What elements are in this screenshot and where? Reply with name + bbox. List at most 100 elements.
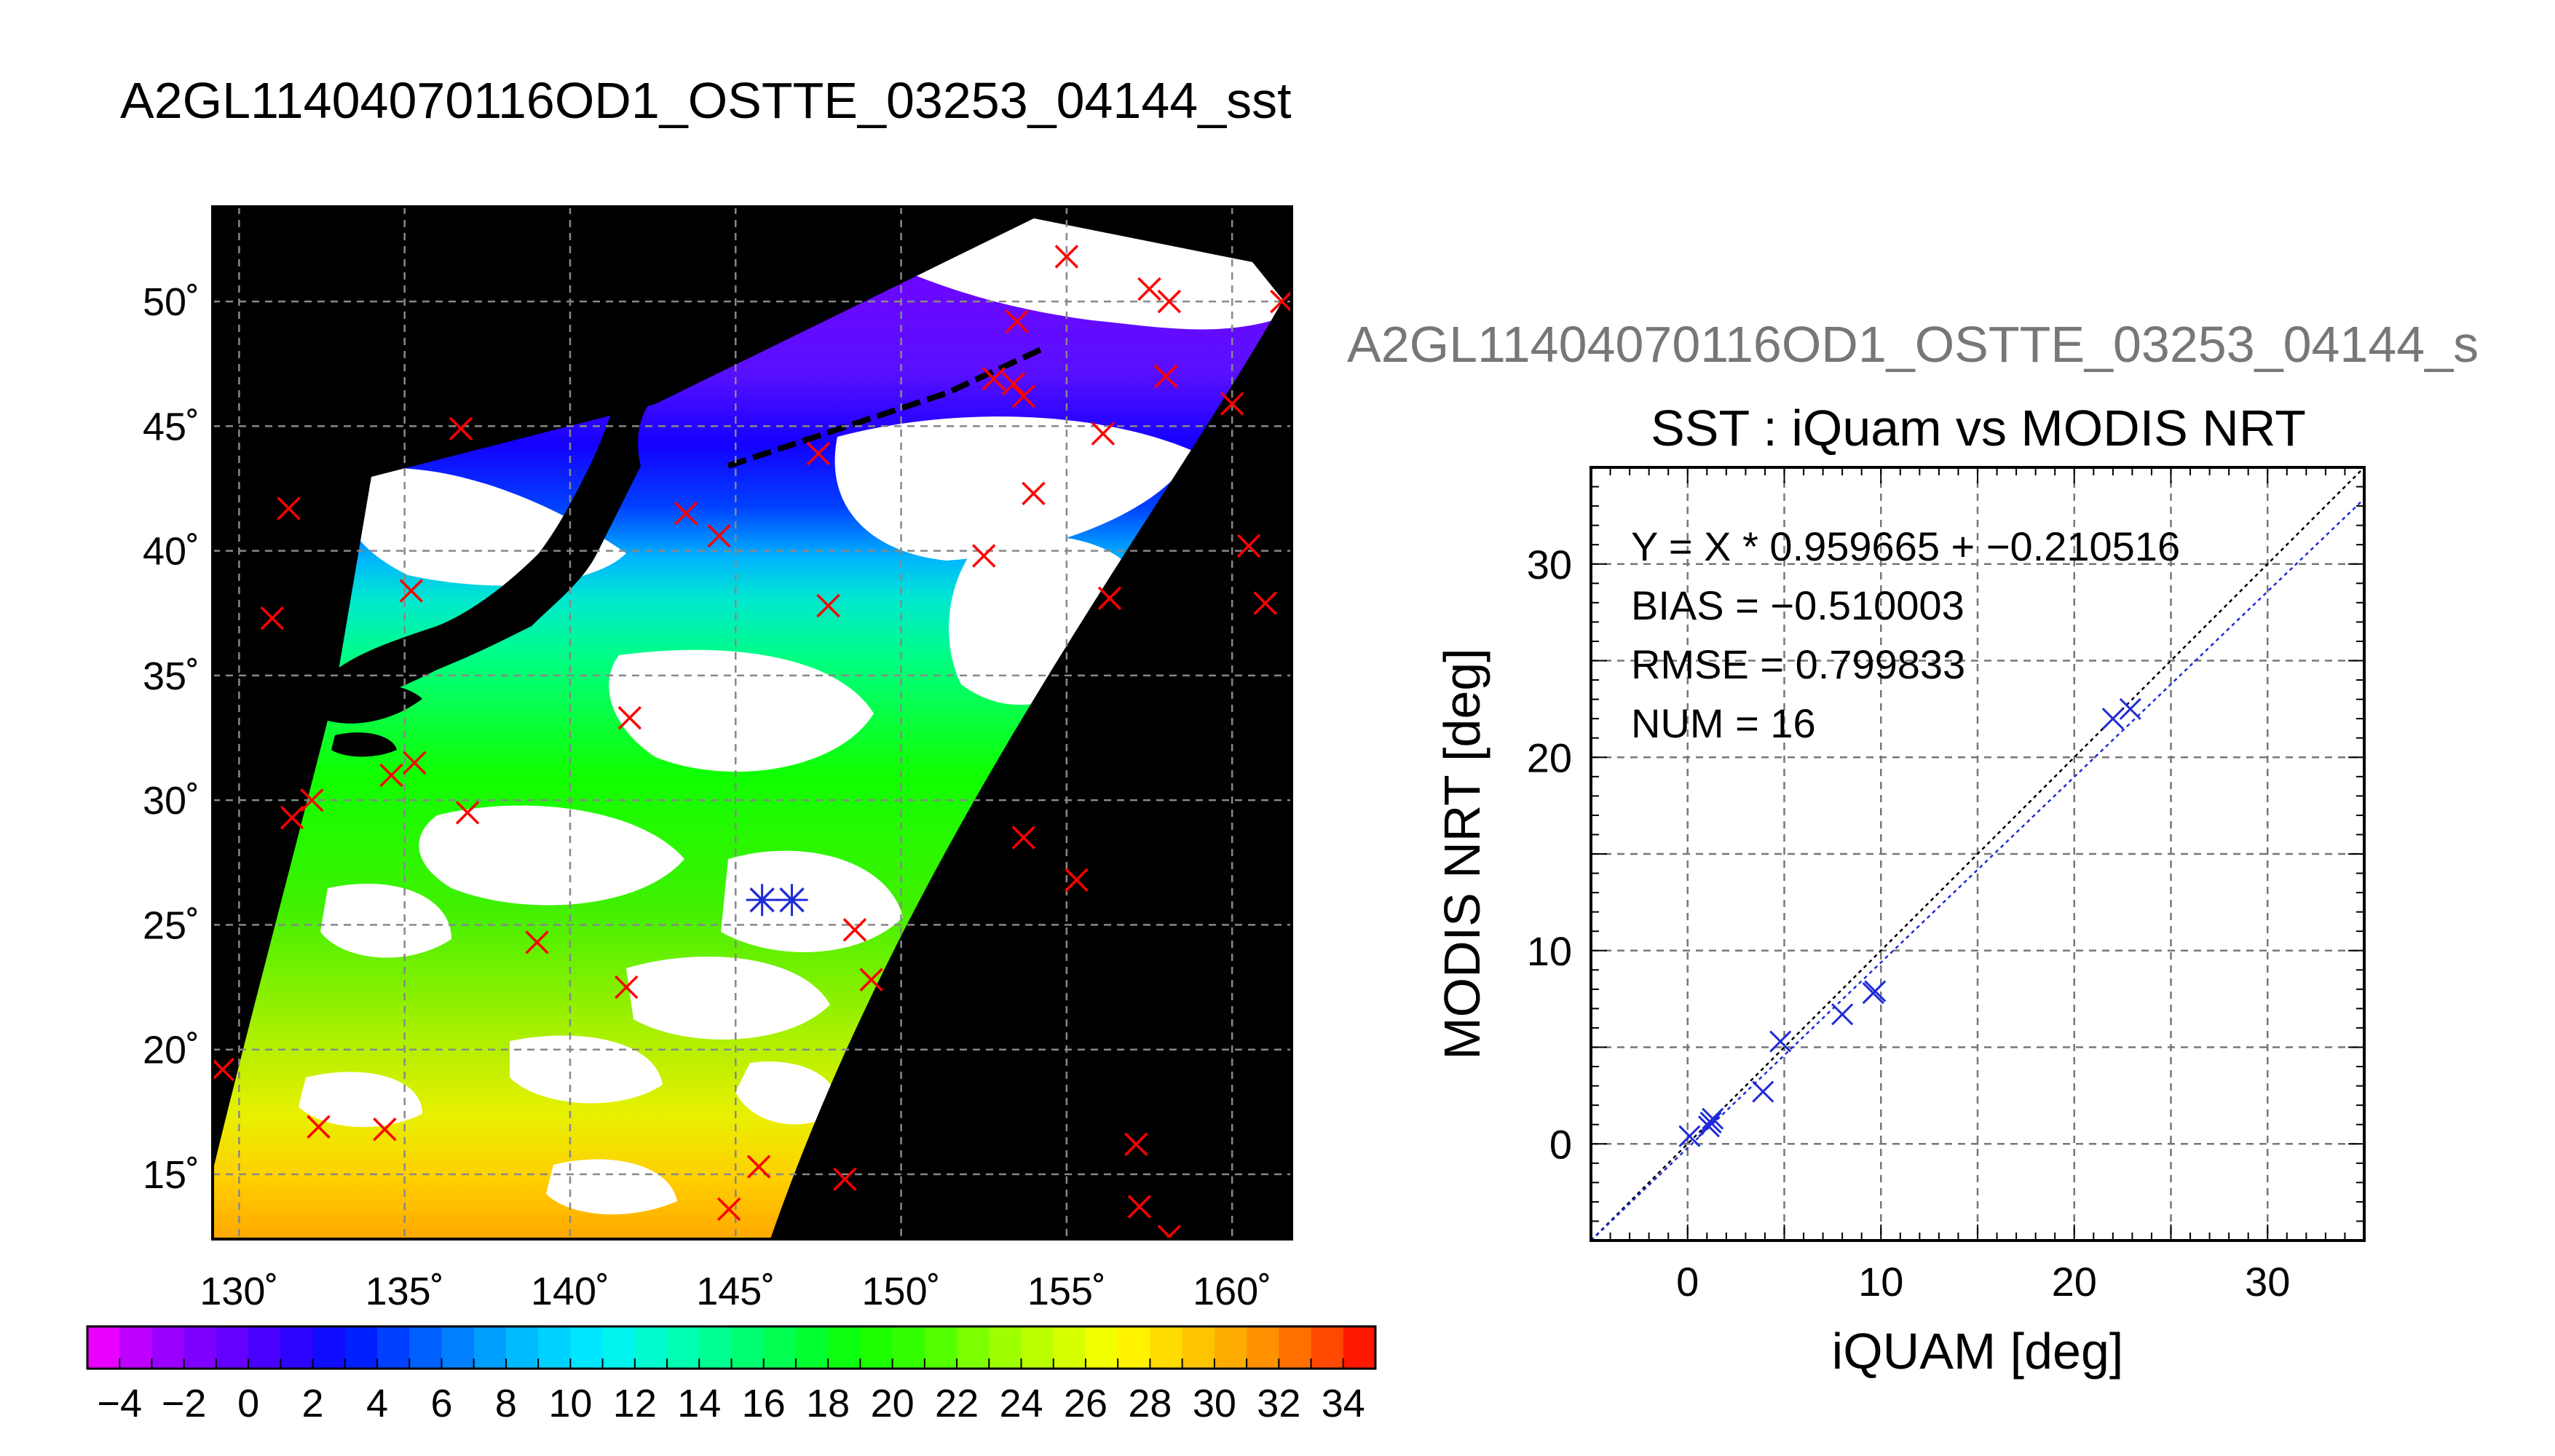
- scatter-point: [1769, 1030, 1792, 1053]
- colorbar-cell: [409, 1326, 442, 1369]
- unmatched-buoy-marker: [403, 751, 427, 775]
- scatter-point: [1864, 980, 1887, 1002]
- scatter-point: [2101, 708, 2124, 730]
- scatter-x-axis-label: iQUAM [deg]: [1832, 1323, 2124, 1380]
- unmatched-buoy-marker: [617, 705, 642, 730]
- unmatched-buoy-marker: [716, 1197, 741, 1222]
- page-title: A2GL11404070116OD1_OSTTE_03253_04144_sst: [120, 72, 1292, 129]
- colorbar-cell: [1311, 1326, 1344, 1369]
- scatter-point: [1678, 1125, 1701, 1147]
- map-lat-tick-label: 25˚: [143, 903, 200, 947]
- unmatched-buoy-marker: [1065, 868, 1089, 893]
- colorbar-cell: [1150, 1326, 1183, 1369]
- colorbar-tick-label: 22: [935, 1382, 979, 1425]
- colorbar-cell: [344, 1326, 378, 1369]
- scatter-y-tick-label: 30: [1527, 542, 1572, 587]
- unmatched-buoy-marker: [455, 801, 480, 825]
- colorbar-cell: [377, 1326, 410, 1369]
- unmatched-buoy-marker: [1124, 1132, 1148, 1157]
- colorbar-cell: [1279, 1326, 1312, 1369]
- scatter-y-axis-label: MODIS NRT [deg]: [1434, 648, 1490, 1059]
- matched-buoy-marker: [746, 884, 778, 917]
- colorbar-tick-label: −2: [162, 1382, 207, 1425]
- unmatched-buoy-marker: [707, 523, 731, 548]
- colorbar-cell: [216, 1326, 249, 1369]
- scatter-point: [1702, 1107, 1724, 1130]
- unmatched-buoy-marker: [806, 441, 831, 466]
- colorbar-tick-label: 12: [613, 1382, 657, 1425]
- unmatched-buoy-marker: [816, 593, 840, 618]
- scatter-panel: SST : iQuam vs MODIS NRT 0 10 20 300102030 …: [1434, 400, 2366, 1380]
- scatter-point: [1752, 1080, 1774, 1103]
- scatter-point: [1831, 1003, 1854, 1026]
- unmatched-buoy-marker: [1220, 392, 1244, 416]
- colorbar-cell: [312, 1326, 346, 1369]
- colorbar-tick-label: 14: [677, 1382, 721, 1425]
- colorbar-tick-label: 34: [1322, 1382, 1365, 1425]
- colorbar-cell: [87, 1326, 120, 1369]
- colorbar-cell: [667, 1326, 700, 1369]
- unmatched-buoy-marker: [1001, 371, 1026, 396]
- unmatched-buoy-marker: [859, 968, 883, 992]
- map-lat-tick-label: 15˚: [143, 1153, 200, 1197]
- map-lat-tick-label: 35˚: [143, 654, 200, 698]
- colorbar-cell: [1118, 1326, 1150, 1369]
- unmatched-buoy-marker: [982, 367, 1006, 391]
- rmse-label: RMSE = 0.799833: [1631, 641, 1965, 687]
- colorbar-cell: [1182, 1326, 1215, 1369]
- scatter-point: [1699, 1111, 1722, 1134]
- colorbar-tick-label: 28: [1128, 1382, 1172, 1425]
- scatter-header: A2GL11404070116OD1_OSTTE_03253_04144_s: [1347, 316, 2479, 373]
- scatter-x-tick-label: 20: [2052, 1259, 2097, 1305]
- unmatched-buoy-marker: [833, 1167, 857, 1192]
- colorbar-cell: [119, 1326, 152, 1369]
- sst-colorbar: −4 −2 0 2 4 6 8 10 12 14 16 18 20 22 24 26 28 30 32 34: [86, 1325, 1377, 1425]
- colorbar-cell: [634, 1326, 668, 1369]
- unmatched-buoy-marker: [1054, 245, 1079, 269]
- map-lat-tick-label: 50˚: [143, 280, 200, 324]
- unmatched-buoy-marker: [842, 918, 867, 942]
- colorbar-cell: [1021, 1326, 1054, 1369]
- colorbar-tick-label: 30: [1193, 1382, 1236, 1425]
- scatter-y-tick-label: 10: [1527, 928, 1572, 974]
- colorbar-cell: [505, 1326, 539, 1369]
- unmatched-buoy-marker: [449, 416, 473, 441]
- colorbar-cell: [731, 1326, 765, 1369]
- unmatched-buoy-marker: [1270, 289, 1292, 314]
- unmatched-buoy-marker: [1157, 1224, 1182, 1239]
- colorbar-cell: [924, 1326, 957, 1369]
- colorbar-cell: [570, 1326, 604, 1369]
- scatter-y-tick-label: 0: [1549, 1121, 1572, 1167]
- colorbar-cell: [1247, 1326, 1279, 1369]
- unmatched-buoy-marker: [280, 805, 304, 830]
- unmatched-buoy-marker: [525, 930, 549, 954]
- scatter-x-tick-label: 0: [1676, 1259, 1699, 1305]
- colorbar-cell: [441, 1326, 475, 1369]
- colorbar-tick-label: 10: [548, 1382, 592, 1425]
- unmatched-buoy-marker: [399, 579, 423, 603]
- scatter-y-tick-label: 20: [1527, 735, 1572, 780]
- colorbar-cell: [1053, 1326, 1086, 1369]
- colorbar-cell: [538, 1326, 571, 1369]
- unmatched-buoy-marker: [300, 788, 324, 812]
- map-markers: [213, 245, 1292, 1239]
- map-lon-tick-label: 160˚: [1193, 1270, 1271, 1313]
- map-lat-tick-label: 20˚: [143, 1029, 200, 1072]
- map-lat-tick-label: 45˚: [143, 405, 200, 448]
- unmatched-buoy-marker: [1005, 309, 1029, 333]
- map-lon-tick-label: 140˚: [531, 1270, 609, 1313]
- unmatched-buoy-marker: [1011, 384, 1036, 408]
- colorbar-cell: [280, 1326, 314, 1369]
- map-lat-tick-label: 40˚: [143, 530, 200, 574]
- map-lon-tick-label: 145˚: [696, 1270, 775, 1313]
- colorbar-cell: [957, 1326, 990, 1369]
- unmatched-buoy-marker: [674, 502, 698, 526]
- sst-map-panel: 130˚ 135˚ 140˚ 145˚ 150˚ 155˚ 160˚ 15˚ 20˚ 25˚ 30˚…: [143, 205, 1293, 1313]
- colorbar-tick-label: 2: [302, 1382, 324, 1425]
- map-lon-tick-label: 155˚: [1027, 1270, 1106, 1313]
- unmatched-buoy-marker: [277, 496, 301, 521]
- unmatched-buoy-marker: [1091, 422, 1115, 446]
- unmatched-buoy-marker: [1022, 481, 1046, 506]
- unmatched-buoy-marker: [213, 1057, 234, 1082]
- map-lon-tick-label: 130˚: [200, 1270, 278, 1313]
